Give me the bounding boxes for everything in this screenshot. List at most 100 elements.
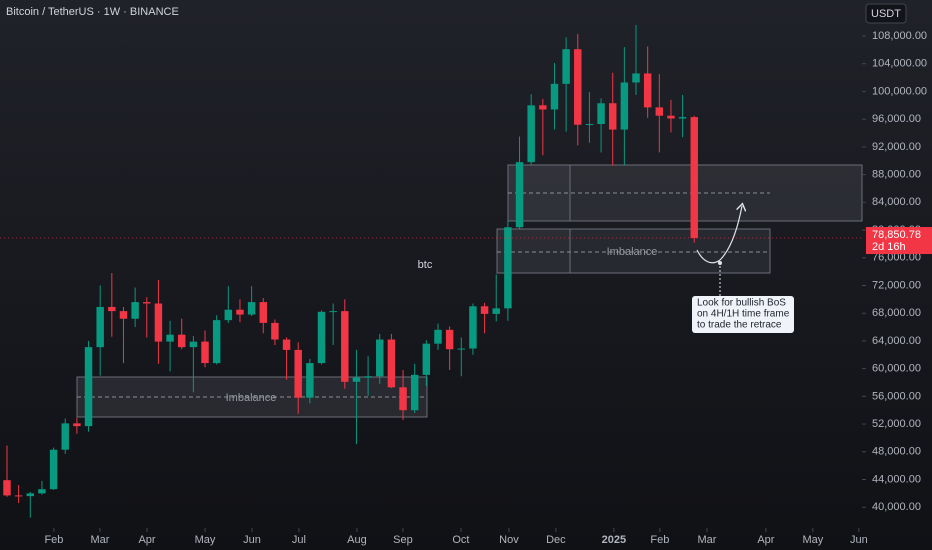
- y-tick-label: 52,000.00: [872, 418, 921, 430]
- y-tick-label: 72,000.00: [872, 279, 921, 291]
- candle-body: [457, 348, 466, 350]
- axes: Bitcoin / TetherUS · 1W · BINANCE USDT 4…: [0, 3, 932, 546]
- x-tick-label: Oct: [452, 534, 469, 546]
- candle-body: [399, 387, 407, 411]
- candle-body: [236, 309, 244, 315]
- candle-body: [387, 339, 396, 388]
- candle-body: [597, 103, 605, 125]
- last-price-label: 78,850.78: [872, 229, 921, 241]
- x-tick-label: Jun: [243, 534, 261, 546]
- candle-body: [247, 302, 256, 315]
- y-tick-label: 100,000.00: [872, 85, 927, 97]
- x-tick-label: Apr: [757, 534, 774, 546]
- candle-body: [166, 334, 174, 342]
- candle-body: [364, 376, 372, 378]
- candle-body: [177, 334, 186, 348]
- candle-body: [119, 311, 128, 319]
- candle-body: [108, 306, 116, 312]
- candle-body: [434, 329, 442, 344]
- y-tick-label: 44,000.00: [872, 473, 921, 485]
- x-tick-label: Aug: [347, 534, 367, 546]
- candle-body: [294, 349, 302, 398]
- x-tick-label: Sep: [393, 534, 413, 546]
- y-tick-label: 92,000.00: [872, 141, 921, 153]
- candle-body: [643, 73, 652, 108]
- candle-body: [608, 103, 617, 130]
- x-tick-label: Dec: [546, 534, 566, 546]
- x-tick-label: Feb: [650, 534, 669, 546]
- last-price-box: [866, 227, 932, 255]
- candle-body: [445, 329, 454, 350]
- x-tick-label: Mar: [90, 534, 109, 546]
- candle-body: [574, 49, 582, 125]
- order-block-extension: [569, 164, 863, 222]
- y-tick-label: 68,000.00: [872, 307, 921, 319]
- zone-label: Imbalance: [607, 246, 658, 258]
- projection-arrow: [696, 206, 742, 264]
- candle-body: [131, 302, 139, 319]
- candle-body: [376, 339, 384, 377]
- candles: [3, 24, 698, 518]
- callout-line: to trade the retrace: [697, 320, 782, 331]
- candle-body: [515, 162, 524, 228]
- candle-body: [224, 309, 233, 321]
- y-tick-label: 108,000.00: [872, 30, 927, 42]
- candle-body: [96, 306, 104, 348]
- zone-label: Imbalance: [226, 392, 277, 404]
- candle-body: [84, 347, 93, 427]
- candle-body: [38, 489, 46, 494]
- countdown-label: 2d 16h: [872, 241, 906, 253]
- candle-body: [341, 311, 349, 382]
- candle-body: [282, 339, 291, 350]
- y-tick-label: 76,000.00: [872, 252, 921, 264]
- chart-title: Bitcoin / TetherUS · 1W · BINANCE: [6, 6, 179, 18]
- candle-body: [492, 308, 500, 314]
- candle-body: [690, 117, 698, 239]
- callout-line: on 4H/1H time frame: [697, 309, 790, 320]
- candle-body: [271, 322, 279, 340]
- candle-body: [3, 480, 11, 496]
- x-tick-label: May: [802, 534, 823, 546]
- candle-body: [585, 124, 594, 126]
- candle-body: [73, 423, 81, 427]
- x-tick-label: Feb: [44, 534, 63, 546]
- candle-body: [539, 105, 547, 110]
- x-tick-label: Jun: [850, 534, 868, 546]
- y-tick-label: 60,000.00: [872, 363, 921, 375]
- y-tick-label: 48,000.00: [872, 446, 921, 458]
- candle-body: [620, 82, 629, 130]
- candle-body: [352, 377, 361, 382]
- y-tick-label: 84,000.00: [872, 196, 921, 208]
- y-tick-label: 56,000.00: [872, 390, 921, 402]
- y-tick-label: 104,000.00: [872, 58, 927, 70]
- currency-box[interactable]: [865, 3, 907, 24]
- candle-body: [49, 449, 58, 490]
- candle-body: [61, 423, 69, 450]
- candle-body: [212, 320, 221, 364]
- candle-body: [550, 83, 559, 110]
- candle-body: [259, 302, 267, 323]
- x-tick-label: May: [195, 534, 216, 546]
- candle-body: [14, 495, 23, 497]
- annotation-text: btc: [418, 259, 433, 271]
- candle-body: [143, 302, 151, 304]
- x-tick-label: Jul: [292, 534, 306, 546]
- x-tick-label: Apr: [138, 534, 155, 546]
- x-tick-label: Mar: [697, 534, 716, 546]
- y-tick-label: 96,000.00: [872, 113, 921, 125]
- currency-label[interactable]: USDT: [871, 8, 901, 20]
- callout-line: Look for bullish BoS: [697, 298, 786, 309]
- candle-body: [189, 341, 198, 348]
- y-tick-label: 64,000.00: [872, 335, 921, 347]
- candle-body: [26, 493, 35, 497]
- x-tick-label: Nov: [499, 534, 519, 546]
- candle-body: [317, 311, 326, 364]
- candle-body: [469, 306, 477, 349]
- candle-body: [154, 303, 163, 342]
- imbalance-zone-extension: [569, 228, 771, 274]
- candle-body: [504, 227, 512, 309]
- candle-body: [306, 363, 314, 398]
- candle-body: [562, 49, 570, 84]
- drawings: Look for bullish BoS on 4H/1H time frame…: [418, 206, 794, 333]
